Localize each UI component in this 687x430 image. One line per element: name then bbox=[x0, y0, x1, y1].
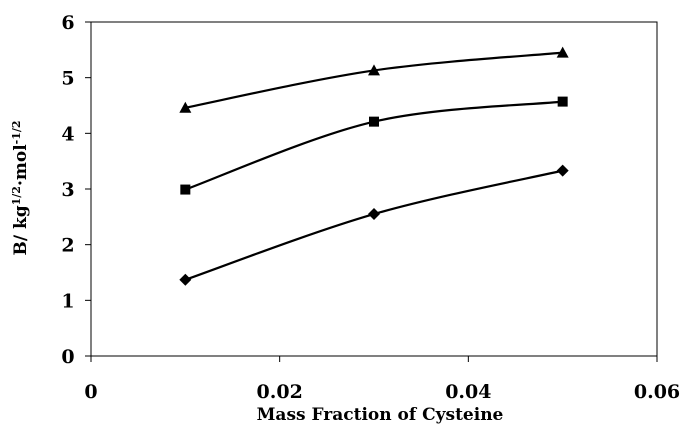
x-tick-label: 0.02 bbox=[257, 381, 303, 403]
series-square bbox=[180, 96, 568, 195]
y-tick-label: 6 bbox=[61, 12, 74, 34]
series-diamond bbox=[179, 164, 569, 286]
x-tick-label: 0.06 bbox=[634, 381, 680, 403]
y-axis-title-sup2: -1/2 bbox=[10, 120, 23, 144]
series-line bbox=[184, 100, 563, 191]
y-tick-label: 1 bbox=[61, 290, 74, 312]
y-tick-label: 4 bbox=[61, 123, 74, 145]
series-triangle bbox=[179, 46, 569, 113]
y-axis-title-mid: ·mol bbox=[11, 144, 31, 186]
data-point-diamond bbox=[556, 164, 569, 177]
data-point-diamond bbox=[179, 273, 192, 286]
data-point-triangle bbox=[179, 101, 192, 113]
series-line bbox=[184, 169, 563, 281]
y-axis-title-base: B/ kg bbox=[11, 205, 31, 255]
y-tick-label: 5 bbox=[61, 68, 74, 90]
data-point-triangle bbox=[368, 64, 380, 76]
y-tick-label: 2 bbox=[61, 235, 74, 257]
y-tick-label: 0 bbox=[61, 346, 74, 368]
data-point-square bbox=[180, 184, 191, 195]
data-point-square bbox=[557, 96, 568, 107]
y-axis-title: B/ kg1/2·mol-1/2 bbox=[10, 120, 32, 255]
data-point-diamond bbox=[368, 208, 380, 221]
x-tick-label: 0.04 bbox=[445, 381, 491, 403]
y-tick-label: 3 bbox=[61, 179, 74, 201]
x-tick-label: 0 bbox=[84, 381, 97, 403]
x-axis-title: Mass Fraction of Cysteine bbox=[257, 405, 504, 425]
series-line bbox=[185, 51, 563, 109]
y-axis-title-sup1: 1/2 bbox=[10, 186, 23, 205]
data-point-square bbox=[369, 116, 379, 127]
data-point-triangle bbox=[556, 46, 569, 58]
